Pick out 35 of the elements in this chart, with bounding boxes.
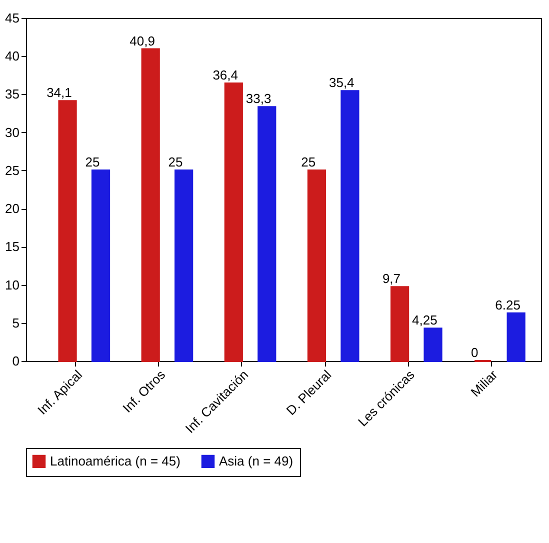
data-label: 25 [301,154,316,170]
bar [258,106,276,362]
y-tick-label: 10 [5,277,20,292]
bar [174,169,194,362]
y-tick-label: 15 [5,239,20,254]
data-label: 35,4 [328,75,354,90]
bar [390,286,410,362]
data-label: 36,4 [212,68,238,83]
y-tick-label: 20 [5,201,20,216]
legend-label: Asia (n = 49) [219,453,294,468]
bar [224,82,243,362]
bar [506,312,526,362]
y-tick-label: 25 [5,162,20,178]
bar [424,328,442,362]
data-label: 9,7 [382,271,401,286]
y-tick-label: 40 [5,48,20,64]
y-tick-label: 35 [5,86,20,102]
data-label: 0 [470,345,478,360]
bar [141,48,160,362]
bar [340,90,360,362]
y-tick-label: 45 [5,10,20,26]
data-label: 34,1 [46,85,72,100]
data-label: 4,25 [412,312,438,328]
bar [91,169,110,362]
data-label: 6.25 [495,297,520,312]
data-label: 25 [85,154,100,170]
legend-label: Latinoamérica (n = 45) [50,453,180,468]
bar [307,169,326,362]
y-tick-label: 0 [12,354,20,368]
bar [58,100,77,362]
data-label: 40,9 [130,33,155,48]
y-tick-label: 5 [12,315,20,330]
data-label: 25 [168,154,183,170]
data-label: 33,3 [246,91,272,106]
y-tick-label: 30 [5,124,20,140]
